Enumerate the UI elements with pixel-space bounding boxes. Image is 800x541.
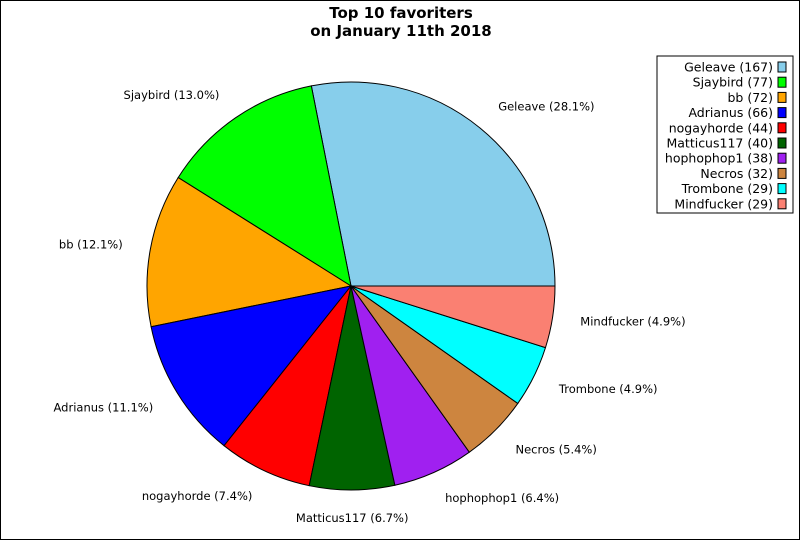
legend-label-nogayhorde: nogayhorde (44) [669,120,773,135]
legend-swatch-sjaybird [777,76,787,88]
pie-slice-bb [146,176,353,328]
legend-label-sjaybird: Sjaybird (77) [693,75,773,90]
legend-swatch-trombone [777,183,787,195]
chart-legend: Geleave (167)Sjaybird (77)bb (72)Adrianu… [656,55,794,214]
slice-label-hophophop1: hophophop1 (6.4%) [445,491,559,505]
slice-label-geleave: Geleave (28.1%) [498,100,594,114]
legend-box [656,55,794,214]
legend-label-hophophop1: hophophop1 (38) [665,151,773,166]
legend-swatch-mindfucker [777,198,787,210]
slice-label-bb: bb (12.1%) [59,238,123,252]
pie-slice-mindfucker [350,285,556,349]
legend-label-adrianus: Adrianus (66) [688,105,773,120]
slice-label-adrianus: Adrianus (11.1%) [54,400,154,414]
legend-swatch-necros [777,167,787,179]
pie-slice-sjaybird [177,85,352,288]
slice-label-sjaybird: Sjaybird (13.0%) [124,88,220,102]
legend-swatch-bb [777,91,787,103]
slice-label-necros: Necros (5.4%) [516,443,597,457]
pie-slice-geleave [310,81,556,287]
legend-swatch-matticus117 [777,137,787,149]
legend-swatch-hophophop1 [777,152,787,164]
legend-label-bb: bb (72) [727,90,773,105]
pie-slice-adrianus [150,285,353,447]
slice-label-mindfucker: Mindfucker (4.9%) [580,314,685,328]
legend-label-geleave: Geleave (167) [684,60,773,75]
pie-slices [146,81,556,491]
legend-swatch-adrianus [777,107,787,119]
chart-title-line-2: on January 11th 2018 [310,22,491,40]
legend-label-matticus117: Matticus117 (40) [666,136,773,151]
pie-slice-labels: Geleave (28.1%) Sjaybird (13.0%) bb (12.1%… [54,88,686,525]
legend-swatch-geleave [777,61,787,73]
legend-label-trombone: Trombone (29) [681,181,773,196]
chart-title-line-1: Top 10 favoriters [329,4,473,22]
legend-label-necros: Necros (32) [700,166,773,181]
slice-label-nogayhorde: nogayhorde (7.4%) [142,489,253,503]
slice-label-matticus117: Matticus117 (6.7%) [296,511,409,525]
legend-swatch-nogayhorde [777,122,787,134]
slice-label-trombone: Trombone (4.9%) [558,382,658,396]
legend-label-mindfucker: Mindfucker (29) [674,196,773,211]
